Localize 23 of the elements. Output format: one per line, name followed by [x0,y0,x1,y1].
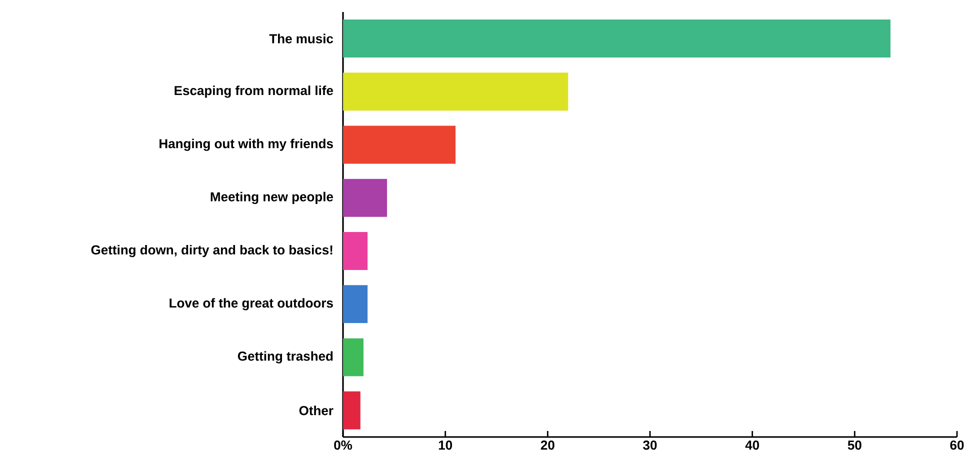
y-tick-label: Love of the great outdoors [170,298,333,310]
x-tick-label: 30 [643,440,657,450]
x-tick-label: 10 [438,440,452,450]
y-tick-label: The music [269,34,334,44]
x-tick-label: 20 [540,440,554,450]
y-tick-label: Getting down, dirty and back to basics! [91,244,332,258]
bar [343,232,368,270]
x-tick-label: 0% [334,440,352,450]
bar [343,126,456,164]
x-tick-label: 50 [848,440,862,450]
bar [343,338,364,376]
x-tick-label: 60 [950,440,964,450]
x-tick-label: 40 [745,440,760,450]
bar [343,178,388,217]
bar [343,20,890,58]
bar [343,285,368,324]
y-tick-label: Getting trashed [238,351,333,364]
y-tick-label: Escaping from normal life [174,86,334,98]
bar [343,391,360,430]
y-tick-label: Hanging out with my friends [160,138,333,151]
y-tick-label: Other [299,406,334,416]
y-tick-label: Meeting new people [210,192,334,204]
bar [343,72,568,111]
